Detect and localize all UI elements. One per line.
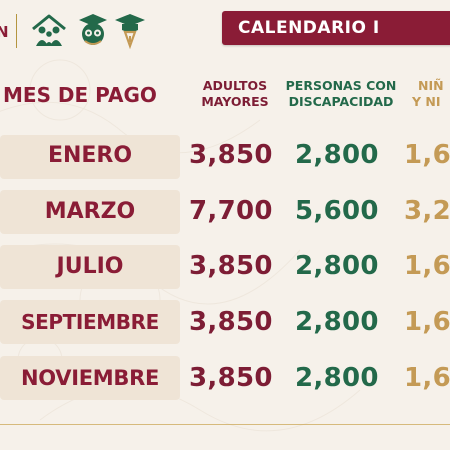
discapacidad-value: 2,800	[295, 251, 379, 281]
discapacidad-value: 2,800	[295, 140, 379, 170]
adultos-value: 3,850	[189, 363, 273, 393]
month-label: ENERO	[47, 143, 133, 168]
table-row	[0, 300, 180, 344]
table-row	[0, 245, 180, 289]
ninos-value: 1,60	[404, 140, 450, 170]
header: N CALENDARIO I	[0, 0, 450, 64]
ninos-header-line-1: NIÑ	[418, 78, 444, 93]
graduation-owl-icon	[79, 14, 107, 45]
adultos-column-header: ADULTOS MAYORES	[190, 78, 280, 110]
discapacidad-header-line-2: DISCAPACIDAD	[288, 94, 394, 109]
month-column-header: MES DE PAGO	[3, 83, 157, 107]
ninos-value: 1,60	[404, 307, 450, 337]
ninos-value: 1,60	[404, 363, 450, 393]
bottom-divider	[0, 424, 450, 425]
month-label: NOVIEMBRE	[21, 366, 159, 390]
discapacidad-value: 5,600	[295, 196, 379, 226]
adultos-value: 3,850	[189, 140, 273, 170]
ninos-header-line-2: Y NI	[412, 94, 441, 109]
month-label: MARZO	[44, 199, 136, 224]
logo-text: N	[0, 23, 9, 41]
adultos-header-line-1: ADULTOS	[202, 78, 268, 93]
month-label: SEPTIEMBRE	[21, 310, 159, 334]
adultos-value: 3,850	[189, 307, 273, 337]
table-row	[0, 356, 180, 400]
discapacidad-column-header: PERSONAS CON DISCAPACIDAD	[280, 78, 402, 110]
adultos-header-line-2: MAYORES	[201, 94, 269, 109]
table-row	[0, 190, 180, 234]
ninos-value: 3,2	[404, 196, 450, 226]
month-label: JULIO	[56, 254, 124, 279]
logo-separator	[16, 14, 17, 48]
adultos-value: 3,850	[189, 251, 273, 281]
title-banner: CALENDARIO I	[222, 11, 450, 45]
ninos-column-header: NIÑ Y NI	[412, 78, 450, 110]
ninos-value: 1,60	[404, 251, 450, 281]
adultos-value: 7,700	[189, 196, 273, 226]
discapacidad-header-line-1: PERSONAS CON	[285, 78, 397, 93]
discapacidad-value: 2,800	[295, 363, 379, 393]
graduation-cap-icon	[115, 14, 145, 50]
family-icon	[32, 14, 66, 46]
discapacidad-value: 2,800	[295, 307, 379, 337]
page-title: CALENDARIO I	[238, 18, 380, 38]
table-row	[0, 135, 180, 179]
